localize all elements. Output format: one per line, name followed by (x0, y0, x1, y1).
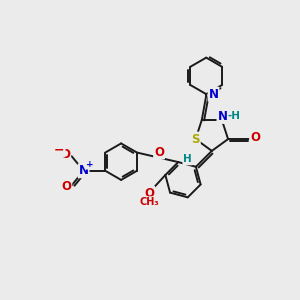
Text: +: + (86, 160, 93, 169)
Text: O: O (144, 187, 154, 200)
Text: N: N (208, 88, 219, 100)
Text: N: N (79, 164, 88, 177)
Text: CH₃: CH₃ (140, 197, 159, 207)
Text: −: − (54, 143, 64, 156)
Text: -H: -H (228, 112, 241, 122)
Text: O: O (61, 180, 71, 193)
Text: O: O (154, 146, 164, 158)
Text: S: S (191, 133, 200, 146)
Text: N: N (218, 110, 227, 123)
Text: H: H (183, 154, 192, 164)
Text: O: O (250, 131, 260, 144)
Text: O: O (60, 148, 70, 161)
